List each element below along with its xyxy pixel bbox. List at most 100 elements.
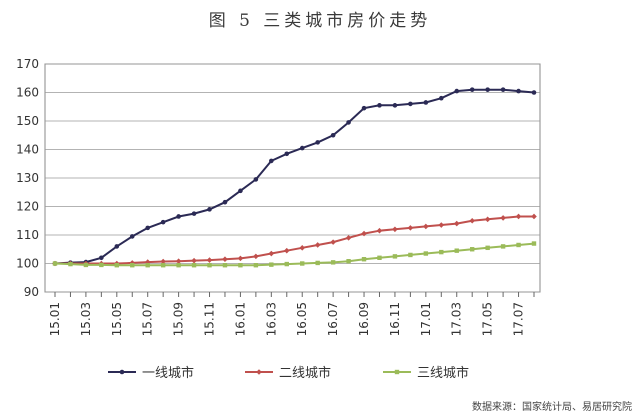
series-tier3-point [238,263,243,268]
series-tier1-point [315,140,320,145]
x-tick-label: 17.03 [450,302,464,336]
series-tier1-point [485,87,490,92]
y-tick-label: 100 [16,257,39,271]
series-tier1-point [438,95,444,101]
series-tier3-point [130,263,135,268]
series-tier2-point [407,225,414,231]
series-tier2-point [268,250,275,257]
x-tick-label: 17.01 [419,302,433,336]
legend-tier3-point [394,369,400,375]
x-tick-label: 15.09 [172,302,186,336]
series-tier2-point [175,258,182,265]
x-tick-label: 16.11 [388,302,402,336]
series-tier1-point [346,120,351,125]
series-tier1-point [408,101,413,107]
series-tier1-point [516,88,521,94]
series-tier1-point [469,87,475,92]
series-tier3-point [330,260,336,265]
series-tier2-point [423,223,429,230]
y-tick-label: 120 [16,200,39,214]
series-tier1-point [531,90,537,95]
legend-label-tier3: 三线城市 [417,365,469,381]
series-tier2-point [392,226,398,233]
series-tier2-point [129,260,136,266]
x-tick-label: 16.05 [295,302,309,336]
series-tier2-point [237,255,244,262]
series-tier3-point [253,263,259,268]
series-tier3-point [114,263,120,268]
series-tier2-point [531,213,537,220]
series-tier1-point [377,103,382,108]
series-tier2-point [222,256,228,263]
y-tick-label: 150 [16,114,39,128]
series-tier1-point [207,207,212,212]
x-tick-label: 15.01 [48,302,62,336]
x-tick-label: 16.07 [326,302,340,336]
series-tier3-point [68,261,73,267]
series-tier3-point [176,263,181,268]
series-tier3-point [160,263,166,268]
x-tick-label: 16.01 [233,302,247,336]
series-tier2-point [206,257,213,263]
series-tier2-point [299,245,306,251]
series-tier2-point [191,257,197,264]
series-tier3-point [516,242,521,248]
y-tick-label: 170 [16,57,39,71]
series-tier1-point [361,105,367,111]
series-tier3-point [392,254,398,259]
series-tier2-point [160,258,166,265]
series-tier1-point [423,100,429,105]
series-tier2-point [253,253,259,260]
series-tier1-point [238,188,243,194]
x-tick-label: 17.05 [481,302,495,336]
x-tick-label: 17.07 [512,302,526,336]
x-tick-label: 16.09 [357,302,371,336]
series-tier2-point [283,247,290,254]
series-tier1-point [500,87,506,92]
series-tier3-point [439,249,444,255]
source-note: 数据来源：国家统计局、易居研究院 [472,402,632,413]
chart-title: 图 5 三类城市房价走势 [208,11,432,31]
series-tier3-point [145,263,150,268]
x-tick-label: 15.07 [141,302,155,336]
legend-label-tier1: 一线城市 [142,365,194,381]
series-tier3-point [485,245,490,251]
y-tick-label: 160 [16,86,39,100]
series-tier2-point [314,242,321,248]
series-line-tier1 [54,88,535,265]
series-tier2-point [376,227,383,234]
series-tier3-point [423,251,429,256]
series-tier1-point [160,219,166,225]
series-tier3-point [531,241,537,246]
x-tick-label: 15.03 [79,302,93,336]
series-tier1-point [129,234,135,239]
y-tick-label: 140 [16,143,39,157]
x-tick-label: 16.03 [264,302,278,336]
series-tier3-point [52,261,58,266]
series-tier3-point [284,261,289,267]
series-tier3-point [300,261,305,266]
series-tier1-point [99,255,104,261]
series-tier1-point [114,244,120,249]
series-tier3-point [269,262,274,267]
series-tier3-point [469,247,475,252]
series-tier3-point [83,262,89,268]
series-tier1-point [299,145,305,151]
series-tier3-point [346,259,351,264]
series-tier2-point [361,230,367,237]
legend-tier2-point [256,369,262,375]
y-tick-label: 110 [16,228,39,242]
series-tier3-point [99,262,104,268]
x-tick-label: 15.05 [110,302,124,336]
series-tier1-point [330,132,336,138]
series-tier2-point [345,235,352,241]
legend-tier1-point [119,369,125,375]
series-tier3-point [315,260,320,266]
series-tier2-point [330,239,336,245]
series-tier1-point [253,177,259,182]
series-tier3-point [361,257,367,262]
series-tier1-point [284,151,290,157]
series-tier2-point [438,222,445,228]
y-tick-label: 130 [16,171,39,185]
